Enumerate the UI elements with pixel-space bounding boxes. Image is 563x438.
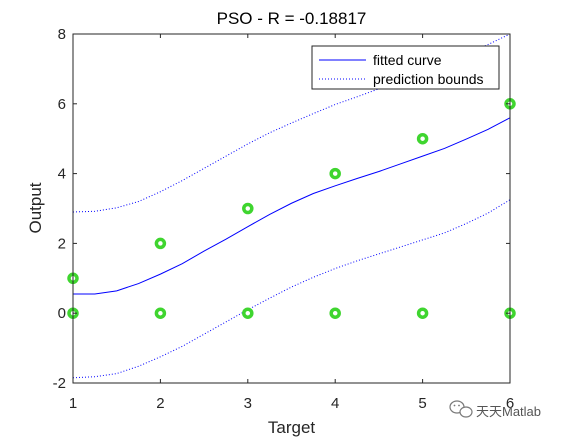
fitted-curve-line (73, 117, 511, 295)
y-axis-ticks: -2 0 2 4 6 8 (53, 26, 510, 392)
data-point (242, 202, 254, 215)
y-tick-label: 6 (58, 96, 66, 113)
legend-box (311, 45, 500, 90)
x-tick-label: 3 (244, 395, 252, 412)
watermark: 天天Matlab (449, 400, 541, 419)
x-tick-label: 5 (418, 395, 426, 412)
chart-title: PSO - R = -0.18817 (217, 9, 367, 28)
plot-area (73, 34, 510, 383)
curves-layer (72, 33, 511, 379)
plot-frame (72, 33, 511, 384)
data-point (154, 307, 167, 319)
x-tick-label: 1 (69, 395, 77, 412)
y-tick-label: 2 (58, 235, 66, 252)
data-point (242, 307, 254, 319)
data-point (329, 307, 341, 319)
y-tick-label: 8 (58, 26, 66, 43)
data-point (416, 307, 429, 319)
x-axis-ticks: 1 2 3 4 5 6 (69, 34, 514, 412)
x-tick-label: 2 (156, 395, 164, 412)
wechat-icon (449, 400, 473, 418)
x-tick-label: 6 (506, 395, 514, 412)
data-point (154, 237, 167, 250)
y-tick-label: 0 (58, 305, 66, 322)
y-tick-label: -2 (53, 375, 66, 392)
x-axis-label: Target (268, 418, 316, 437)
y-tick-label: 4 (58, 166, 66, 183)
x-tick-label: 4 (331, 395, 339, 412)
legend: fitted curve prediction bounds (311, 45, 500, 90)
data-point (416, 132, 429, 145)
watermark-text: 天天Matlab (476, 404, 541, 419)
legend-label-prediction-bounds: prediction bounds (373, 71, 484, 87)
data-point (329, 167, 341, 180)
legend-label-fitted-curve: fitted curve (373, 52, 442, 68)
y-axis-label: Output (26, 182, 45, 233)
